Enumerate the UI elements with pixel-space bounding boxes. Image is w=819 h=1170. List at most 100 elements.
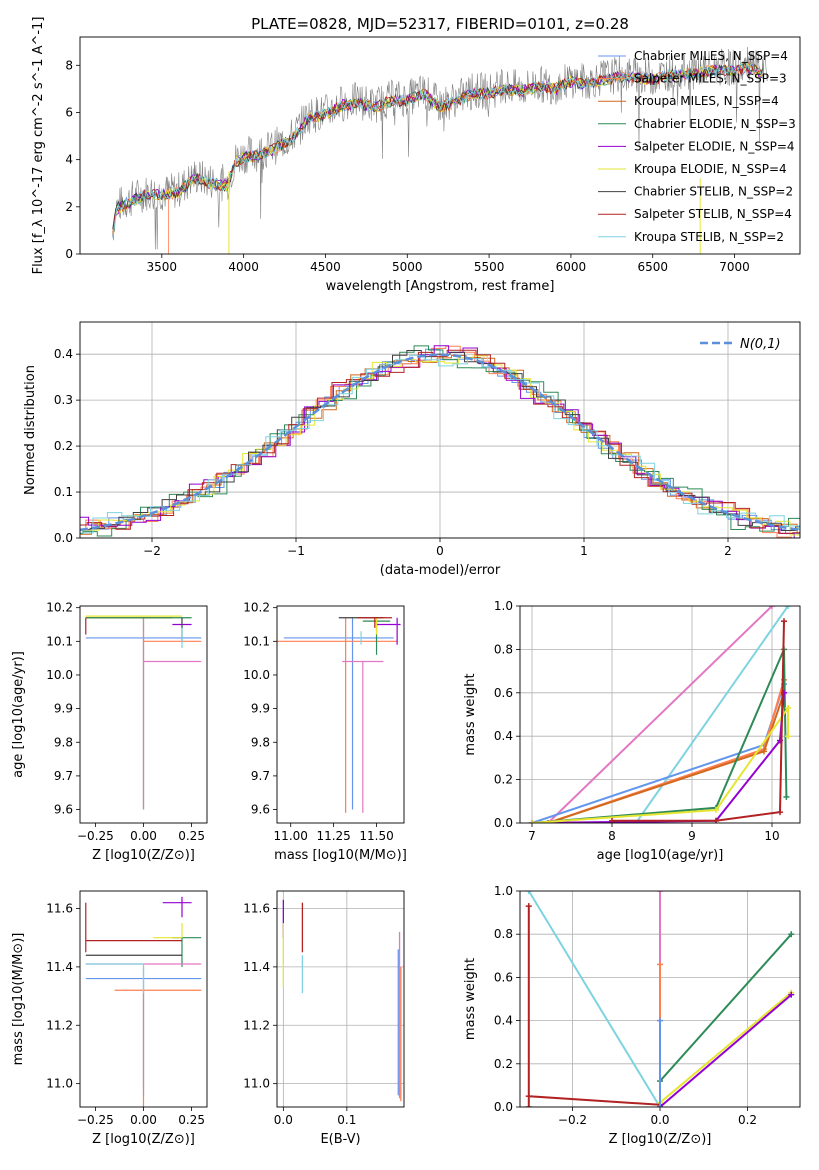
legend-label: Chabrier MILES, N_SSP=4 bbox=[634, 49, 788, 63]
residual-histogram bbox=[80, 348, 800, 535]
weight-line bbox=[659, 991, 792, 1104]
y-tick-label: 6 bbox=[65, 105, 73, 119]
x-tick-label: −0.2 bbox=[558, 1113, 587, 1127]
y-tick-label: 9.7 bbox=[251, 769, 270, 783]
error-bar-point bbox=[162, 896, 192, 918]
x-tick-label: −0.25 bbox=[77, 1113, 114, 1127]
y-tick-label: 10.2 bbox=[46, 601, 73, 615]
panel-weight-vs-age: 7 8 9 10 0.0 0.2 0.4 0.6 0.8 1.0 age [log10(age/yr… bbox=[463, 599, 801, 863]
y-tick-label: 0 bbox=[65, 247, 73, 261]
error-bar-point bbox=[357, 617, 392, 628]
x-tick-label: −2 bbox=[143, 544, 161, 558]
y-tick-label: 10.1 bbox=[46, 634, 73, 648]
x-tick-label: 4000 bbox=[228, 260, 259, 274]
weight-line bbox=[547, 692, 785, 823]
x-axis-label: Z [log10(Z/Z⊙)] bbox=[92, 1132, 195, 1147]
plot-area bbox=[85, 896, 202, 1107]
x-tick-label: 2 bbox=[724, 544, 732, 558]
error-bar-point bbox=[85, 963, 145, 994]
plot-area bbox=[520, 891, 800, 1107]
y-tick-label: 0.6 bbox=[494, 686, 513, 700]
legend-label: Kroupa ELODIE, N_SSP=4 bbox=[634, 162, 787, 176]
legend-label: Kroupa STELIB, N_SSP=2 bbox=[634, 230, 784, 244]
y-axis-label: mass [log10(M/M⊙)] bbox=[11, 933, 26, 1066]
y-tick-label: 0.2 bbox=[54, 439, 73, 453]
y-tick-label: 11.4 bbox=[243, 960, 270, 974]
axes-frame bbox=[79, 890, 208, 1108]
y-tick-label: 1.0 bbox=[494, 884, 513, 898]
y-tick-label: 0.4 bbox=[54, 347, 73, 361]
axes-frame bbox=[79, 36, 801, 255]
error-bar-point bbox=[153, 923, 183, 939]
x-tick-label: 0.1 bbox=[337, 1113, 356, 1127]
error-bar-point bbox=[367, 617, 386, 635]
y-tick-label: 10.1 bbox=[243, 634, 270, 648]
error-bar-point bbox=[142, 617, 202, 810]
x-tick-label: 0.00 bbox=[130, 1113, 157, 1127]
y-tick-label: 0.8 bbox=[494, 642, 513, 656]
weight-line bbox=[635, 606, 789, 823]
x-tick-label: 0.0 bbox=[650, 1113, 669, 1127]
x-axis-label: E(B-V) bbox=[320, 1132, 360, 1147]
plot-area bbox=[520, 606, 800, 823]
x-tick-label: 5500 bbox=[474, 260, 505, 274]
legend-label: Salpeter MILES, N_SSP=3 bbox=[634, 72, 787, 86]
x-tick-label: 10 bbox=[764, 829, 779, 843]
y-tick-label: 11.6 bbox=[46, 902, 73, 916]
x-tick-label: 3500 bbox=[147, 260, 178, 274]
weight-line bbox=[531, 704, 789, 823]
panel-age-vs-Z: −0.25 0.00 0.25 9.6 9.7 9.8 9.9 10.0 10.1 10.2 Z [… bbox=[11, 601, 208, 863]
axes-frame bbox=[79, 321, 801, 539]
legend-label: Salpeter STELIB, N_SSP=4 bbox=[634, 207, 792, 221]
residual-histogram bbox=[80, 355, 800, 536]
x-tick-label: 11.00 bbox=[274, 829, 308, 843]
legend-label: Chabrier ELODIE, N_SSP=3 bbox=[634, 117, 796, 131]
y-tick-label: 11.0 bbox=[243, 1077, 270, 1091]
legend-label: Chabrier STELIB, N_SSP=2 bbox=[634, 185, 793, 199]
model-spectrum-line bbox=[112, 61, 763, 235]
weight-line bbox=[547, 606, 773, 823]
y-tick-label: 9.9 bbox=[54, 702, 73, 716]
y-tick-label: 2 bbox=[65, 200, 73, 214]
panel-mass-vs-EBV: 0.0 0.1 11.0 11.2 11.4 11.6 E(B-V) bbox=[243, 890, 405, 1147]
y-tick-label: 8 bbox=[65, 58, 73, 72]
residual-histogram bbox=[80, 349, 800, 534]
panel-weight-vs-Z: −0.2 0.0 0.2 0.0 0.2 0.4 0.6 0.8 1.0 Z [log10(Z/Z… bbox=[463, 884, 801, 1147]
residual-histogram bbox=[80, 354, 800, 534]
y-tick-label: 11.6 bbox=[243, 902, 270, 916]
x-tick-label: 5000 bbox=[392, 260, 423, 274]
residual-histogram bbox=[80, 355, 800, 535]
x-tick-label: −0.25 bbox=[77, 829, 114, 843]
x-axis-label: age [log10(age/yr)] bbox=[597, 848, 724, 863]
y-tick-label: 0.0 bbox=[494, 1100, 513, 1114]
y-tick-label: 10.2 bbox=[243, 601, 270, 615]
legend-label: Kroupa MILES, N_SSP=4 bbox=[634, 94, 779, 108]
y-tick-label: 0.2 bbox=[494, 773, 513, 787]
y-tick-label: 0.2 bbox=[494, 1057, 513, 1071]
plot-area bbox=[277, 617, 401, 813]
x-tick-label: 7 bbox=[528, 829, 536, 843]
plot-area bbox=[85, 615, 202, 810]
x-axis-label: (data-model)/error bbox=[380, 563, 501, 578]
model-spectrum-line bbox=[112, 61, 764, 237]
x-tick-label: 7000 bbox=[719, 260, 750, 274]
x-tick-label: 0.25 bbox=[178, 829, 205, 843]
y-axis-label: age [log10(age/yr)] bbox=[11, 651, 26, 778]
error-bar-point bbox=[172, 937, 202, 967]
model-spectrum-line bbox=[112, 61, 764, 238]
panel-mass-vs-Z: −0.25 0.00 0.25 11.0 11.2 11.4 11.6 Z [log10(Z/… bbox=[11, 890, 208, 1147]
panel-spectrum: 3500 4000 4500 5000 5500 6000 6500 7000 0 2 4 6 8 wav… bbox=[31, 17, 801, 294]
x-axis-label: mass [log10(M/M⊙)] bbox=[274, 848, 407, 863]
error-bar-point bbox=[114, 989, 202, 1107]
x-tick-label: 0 bbox=[436, 544, 444, 558]
figure-title: PLATE=0828, MJD=52317, FIBERID=0101, z=0… bbox=[251, 15, 629, 33]
x-tick-label: −1 bbox=[287, 544, 305, 558]
weight-line bbox=[612, 621, 785, 822]
axes-frame bbox=[519, 890, 801, 1108]
x-axis-label: wavelength [Angstrom, rest frame] bbox=[326, 279, 555, 294]
x-tick-label: 0.00 bbox=[130, 829, 157, 843]
y-tick-label: 0.8 bbox=[494, 927, 513, 941]
error-bar-point bbox=[85, 902, 182, 953]
y-tick-label: 0.4 bbox=[494, 1014, 513, 1028]
